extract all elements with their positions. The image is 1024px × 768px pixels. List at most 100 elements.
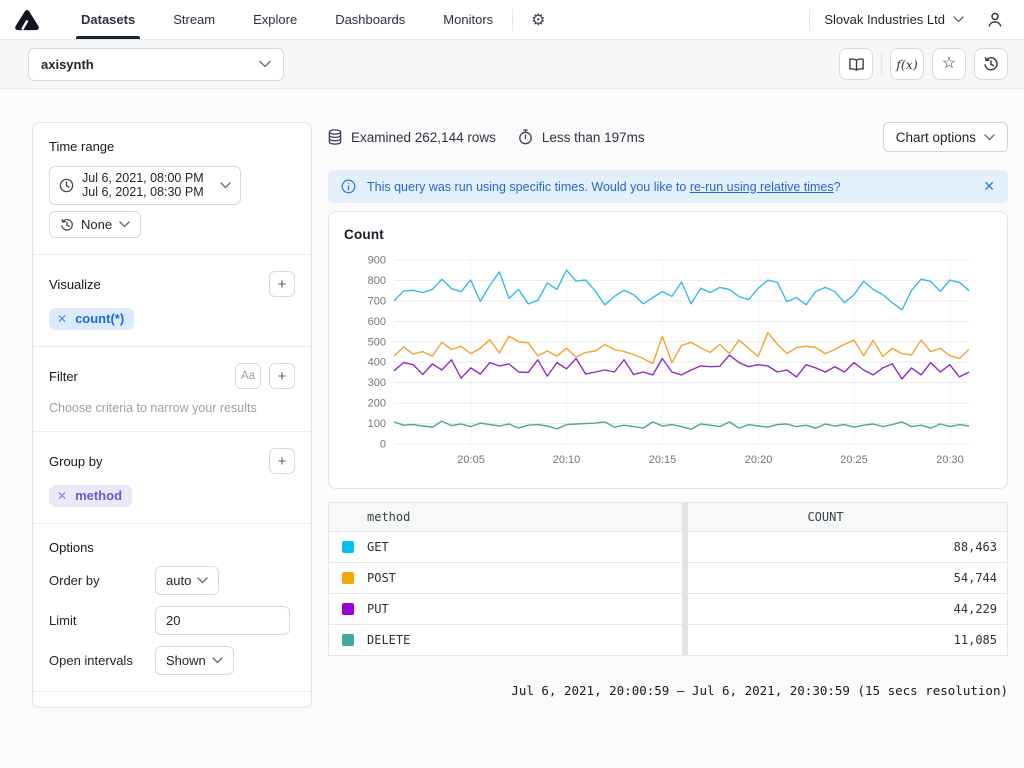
info-icon <box>341 179 356 194</box>
case-sensitivity-button[interactable]: Aa <box>235 363 261 389</box>
clock-icon <box>59 178 74 193</box>
open-intervals-select[interactable]: Shown <box>155 646 234 675</box>
starred-button[interactable]: ☆ <box>932 48 966 80</box>
series-color-swatch <box>342 541 354 553</box>
remove-icon[interactable]: ✕ <box>57 488 68 503</box>
options-label: Options <box>49 540 94 555</box>
banner-text: This query was run using specific times.… <box>367 179 841 194</box>
history-icon <box>984 57 998 71</box>
svg-text:700: 700 <box>368 295 386 307</box>
org-name: Slovak Industries Ltd <box>824 12 945 27</box>
history-icon <box>61 218 73 231</box>
count-line-chart[interactable]: 20:05 20:10 20:15 20:20 20:25 20:30 0 100 200 300… <box>344 250 994 478</box>
add-filter-button[interactable]: + <box>269 363 295 389</box>
svg-text:800: 800 <box>368 275 386 287</box>
database-icon <box>328 129 342 145</box>
tab-datasets[interactable]: Datasets <box>62 0 154 39</box>
remove-icon[interactable]: ✕ <box>57 311 68 326</box>
visualize-label: Visualize <box>49 276 101 292</box>
method-cell: PUT <box>367 602 389 616</box>
table-row[interactable]: POST 54,744 <box>329 562 1007 593</box>
examined-rows-text: Examined 262,144 rows <box>351 129 496 145</box>
time-range-start: Jul 6, 2021, 08:00 PM <box>82 171 204 185</box>
plus-icon: + <box>277 275 287 293</box>
svg-text:500: 500 <box>368 336 386 348</box>
chevron-down-icon <box>119 221 130 228</box>
tab-monitors[interactable]: Monitors <box>443 12 494 27</box>
nav-tabs: Datasets Stream Explore Dashboards Monit… <box>62 0 512 39</box>
count-cell: 44,229 <box>953 602 997 616</box>
book-icon <box>848 57 864 71</box>
filter-section: Filter Aa + Choose criteria to narrow yo… <box>33 347 311 432</box>
function-icon: f(x) <box>896 56 918 72</box>
time-range-picker[interactable]: Jul 6, 2021, 08:00 PM Jul 6, 2021, 08:30… <box>49 166 241 205</box>
chevron-down-icon <box>984 133 995 141</box>
nav-divider <box>512 8 514 31</box>
count-cell: 11,085 <box>953 633 997 647</box>
table-row[interactable]: PUT 44,229 <box>329 593 1007 624</box>
series-color-swatch <box>342 572 354 584</box>
top-nav: Datasets Stream Explore Dashboards Monit… <box>0 0 1024 40</box>
tab-explore[interactable]: Explore <box>253 12 298 27</box>
add-visualization-button[interactable]: + <box>269 271 295 297</box>
banner-close-icon[interactable]: ✕ <box>983 178 995 194</box>
specific-times-banner: This query was run using specific times.… <box>328 170 1008 203</box>
dataset-name: axisynth <box>41 56 94 72</box>
compare-against-select[interactable]: None <box>49 211 142 238</box>
column-resize-handle[interactable] <box>682 503 688 655</box>
chevron-down-icon <box>220 182 231 189</box>
group-by-chip-label: method <box>75 488 123 503</box>
chevron-down-icon <box>197 577 209 584</box>
column-header-count[interactable]: COUNT <box>807 510 844 524</box>
table-row[interactable]: GET 88,463 <box>329 531 1007 562</box>
docs-button[interactable] <box>839 48 873 80</box>
method-cell: GET <box>367 540 389 554</box>
axiom-logo-icon[interactable] <box>14 0 40 39</box>
tab-stream[interactable]: Stream <box>173 12 216 27</box>
count-cell: 54,744 <box>953 571 997 585</box>
duration-text: Less than 197ms <box>541 129 645 145</box>
case-icon: Aa <box>240 370 256 382</box>
table-header-row: method COUNT <box>329 503 1007 531</box>
settings-gear-icon[interactable]: ⚙ <box>531 11 546 29</box>
sidebar-footer <box>33 692 311 707</box>
compare-against-value: None <box>81 217 113 232</box>
add-group-by-button[interactable]: + <box>269 448 295 474</box>
column-header-method[interactable]: method <box>367 510 411 524</box>
svg-text:0: 0 <box>380 439 386 451</box>
examined-rows-stat: Examined 262,144 rows <box>328 129 496 145</box>
series-color-swatch <box>342 603 354 615</box>
group-by-section: Group by + ✕ method <box>33 432 311 524</box>
limit-input[interactable] <box>155 606 290 635</box>
filter-hint: Choose criteria to narrow your results <box>49 401 257 415</box>
svg-text:20:10: 20:10 <box>553 454 581 466</box>
chart-options-button[interactable]: Chart options <box>882 122 1008 152</box>
order-by-select[interactable]: auto <box>155 566 220 595</box>
duration-stat: Less than 197ms <box>518 129 645 145</box>
org-switcher[interactable]: Slovak Industries Ltd <box>810 0 978 39</box>
rerun-relative-times-link[interactable]: re-run using relative times <box>689 179 834 194</box>
query-builder-button[interactable]: f(x) <box>890 48 924 80</box>
svg-text:200: 200 <box>368 398 386 410</box>
svg-text:20:30: 20:30 <box>936 454 964 466</box>
series-color-swatch <box>342 634 354 646</box>
filter-label: Filter <box>49 368 78 384</box>
history-button[interactable] <box>974 48 1008 80</box>
star-icon: ☆ <box>941 55 957 72</box>
chart-card: Count 20:05 20:10 20:15 20:20 20:25 20:30 0 100… <box>328 211 1008 489</box>
group-by-chip-method[interactable]: ✕ method <box>49 485 133 507</box>
visualize-chip-count[interactable]: ✕ count(*) <box>49 308 135 330</box>
visualize-chip-label: count(*) <box>75 311 125 326</box>
user-menu[interactable] <box>978 0 1010 39</box>
svg-text:20:15: 20:15 <box>649 454 677 466</box>
order-by-label: Order by <box>49 573 100 588</box>
time-range-label: Time range <box>49 139 115 154</box>
tab-dashboards[interactable]: Dashboards <box>335 12 406 27</box>
dataset-select[interactable]: axisynth <box>28 47 284 81</box>
svg-text:100: 100 <box>368 418 386 430</box>
query-stats-row: Examined 262,144 rows Less than 197ms Ch… <box>328 122 1008 152</box>
query-sidebar: Time range Jul 6, 2021, 08:00 PM Jul 6, … <box>32 122 312 708</box>
open-intervals-label: Open intervals <box>49 653 133 668</box>
svg-text:20:05: 20:05 <box>457 454 485 466</box>
table-row[interactable]: DELETE 11,085 <box>329 624 1007 655</box>
